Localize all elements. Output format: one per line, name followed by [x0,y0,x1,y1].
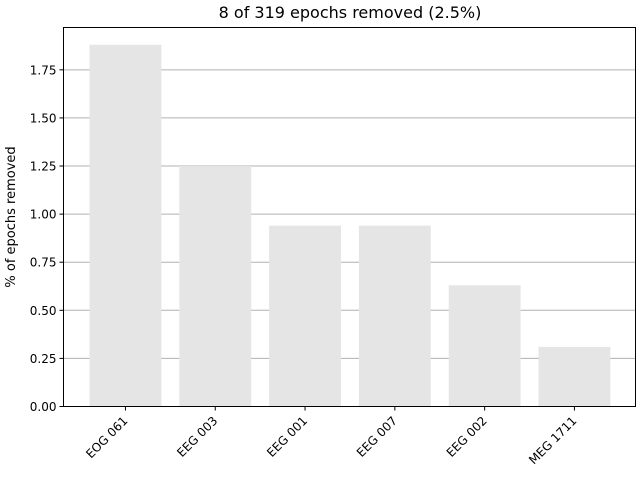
y-tick-label: 1.50 [30,111,57,125]
y-tick-label: 0.75 [30,256,57,270]
y-tick-label: 1.00 [30,208,57,222]
x-tick-label: EEG 002 [444,414,490,460]
y-axis-ticks: 0.00 0.25 0.50 0.75 1.00 1.25 1.50 1.75 [30,63,64,414]
x-tick-label: EOG 061 [83,414,130,461]
y-tick-label: 1.75 [30,63,57,77]
bar [89,44,162,407]
x-tick-label: MEG 1711 [526,414,579,467]
x-tick-label: EEG 003 [174,414,220,460]
y-tick-label: 0.25 [30,352,57,366]
y-tick-label: 0.00 [30,400,57,414]
bar [448,285,521,407]
bar [179,166,252,407]
x-tick-label: EEG 007 [354,414,400,460]
x-tick-label: EEG 001 [264,414,310,460]
bar [538,346,611,407]
plot-frame [63,27,636,407]
chart-title: 8 of 319 epochs removed (2.5%) [219,3,482,22]
bar [358,225,431,407]
bar [269,225,341,407]
y-tick-label: 0.50 [30,304,57,318]
y-tick-label: 1.25 [30,160,57,174]
y-axis-label: % of epochs removed [4,146,19,287]
x-axis-ticks: EOG 061 EEG 003 EEG 001 EEG 007 EEG 002 MEG 1… [83,406,580,467]
bars [89,44,611,407]
